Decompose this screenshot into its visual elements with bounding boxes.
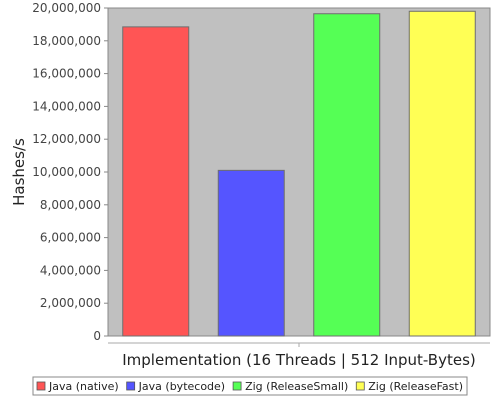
y-axis-ticks: 0 2,000,000 4,000,000 6,000,000 8,000,000 10,… xyxy=(32,1,108,343)
y-tick-label: 0 xyxy=(93,329,101,343)
legend-label: Zig (ReleaseFast) xyxy=(368,380,463,393)
y-tick-label: 20,000,000 xyxy=(32,1,101,15)
y-tick-label: 8,000,000 xyxy=(40,198,101,212)
y-tick-label: 4,000,000 xyxy=(40,263,101,277)
y-tick-label: 10,000,000 xyxy=(32,165,101,179)
y-tick-label: 12,000,000 xyxy=(32,132,101,146)
y-tick-label: 14,000,000 xyxy=(32,99,101,113)
bar-zig-releasesmall xyxy=(313,13,381,337)
y-tick-label: 16,000,000 xyxy=(32,67,101,81)
legend-box xyxy=(32,376,468,396)
y-axis-title: Hashes/s xyxy=(10,138,28,206)
legend-swatch xyxy=(126,381,136,391)
bar-java-native xyxy=(122,26,190,337)
y-tick-label: 2,000,000 xyxy=(40,296,101,310)
legend-label: Java (bytecode) xyxy=(138,380,225,393)
x-axis-title: Implementation (16 Threads | 512 Input-B… xyxy=(122,351,476,369)
legend-swatch xyxy=(355,381,365,391)
bars xyxy=(122,10,476,337)
bar-java-bytecode xyxy=(217,169,285,337)
legend: Java (native) Java (bytecode) Zig (Release… xyxy=(32,376,468,396)
y-tick-label: 18,000,000 xyxy=(32,34,101,48)
legend-label: Zig (ReleaseSmall) xyxy=(245,380,348,393)
legend-swatch xyxy=(36,381,46,391)
legend-swatch xyxy=(232,381,242,391)
y-tick-label: 6,000,000 xyxy=(40,231,101,245)
legend-label: Java (native) xyxy=(48,380,119,393)
bar-zig-releasefast xyxy=(408,10,476,337)
